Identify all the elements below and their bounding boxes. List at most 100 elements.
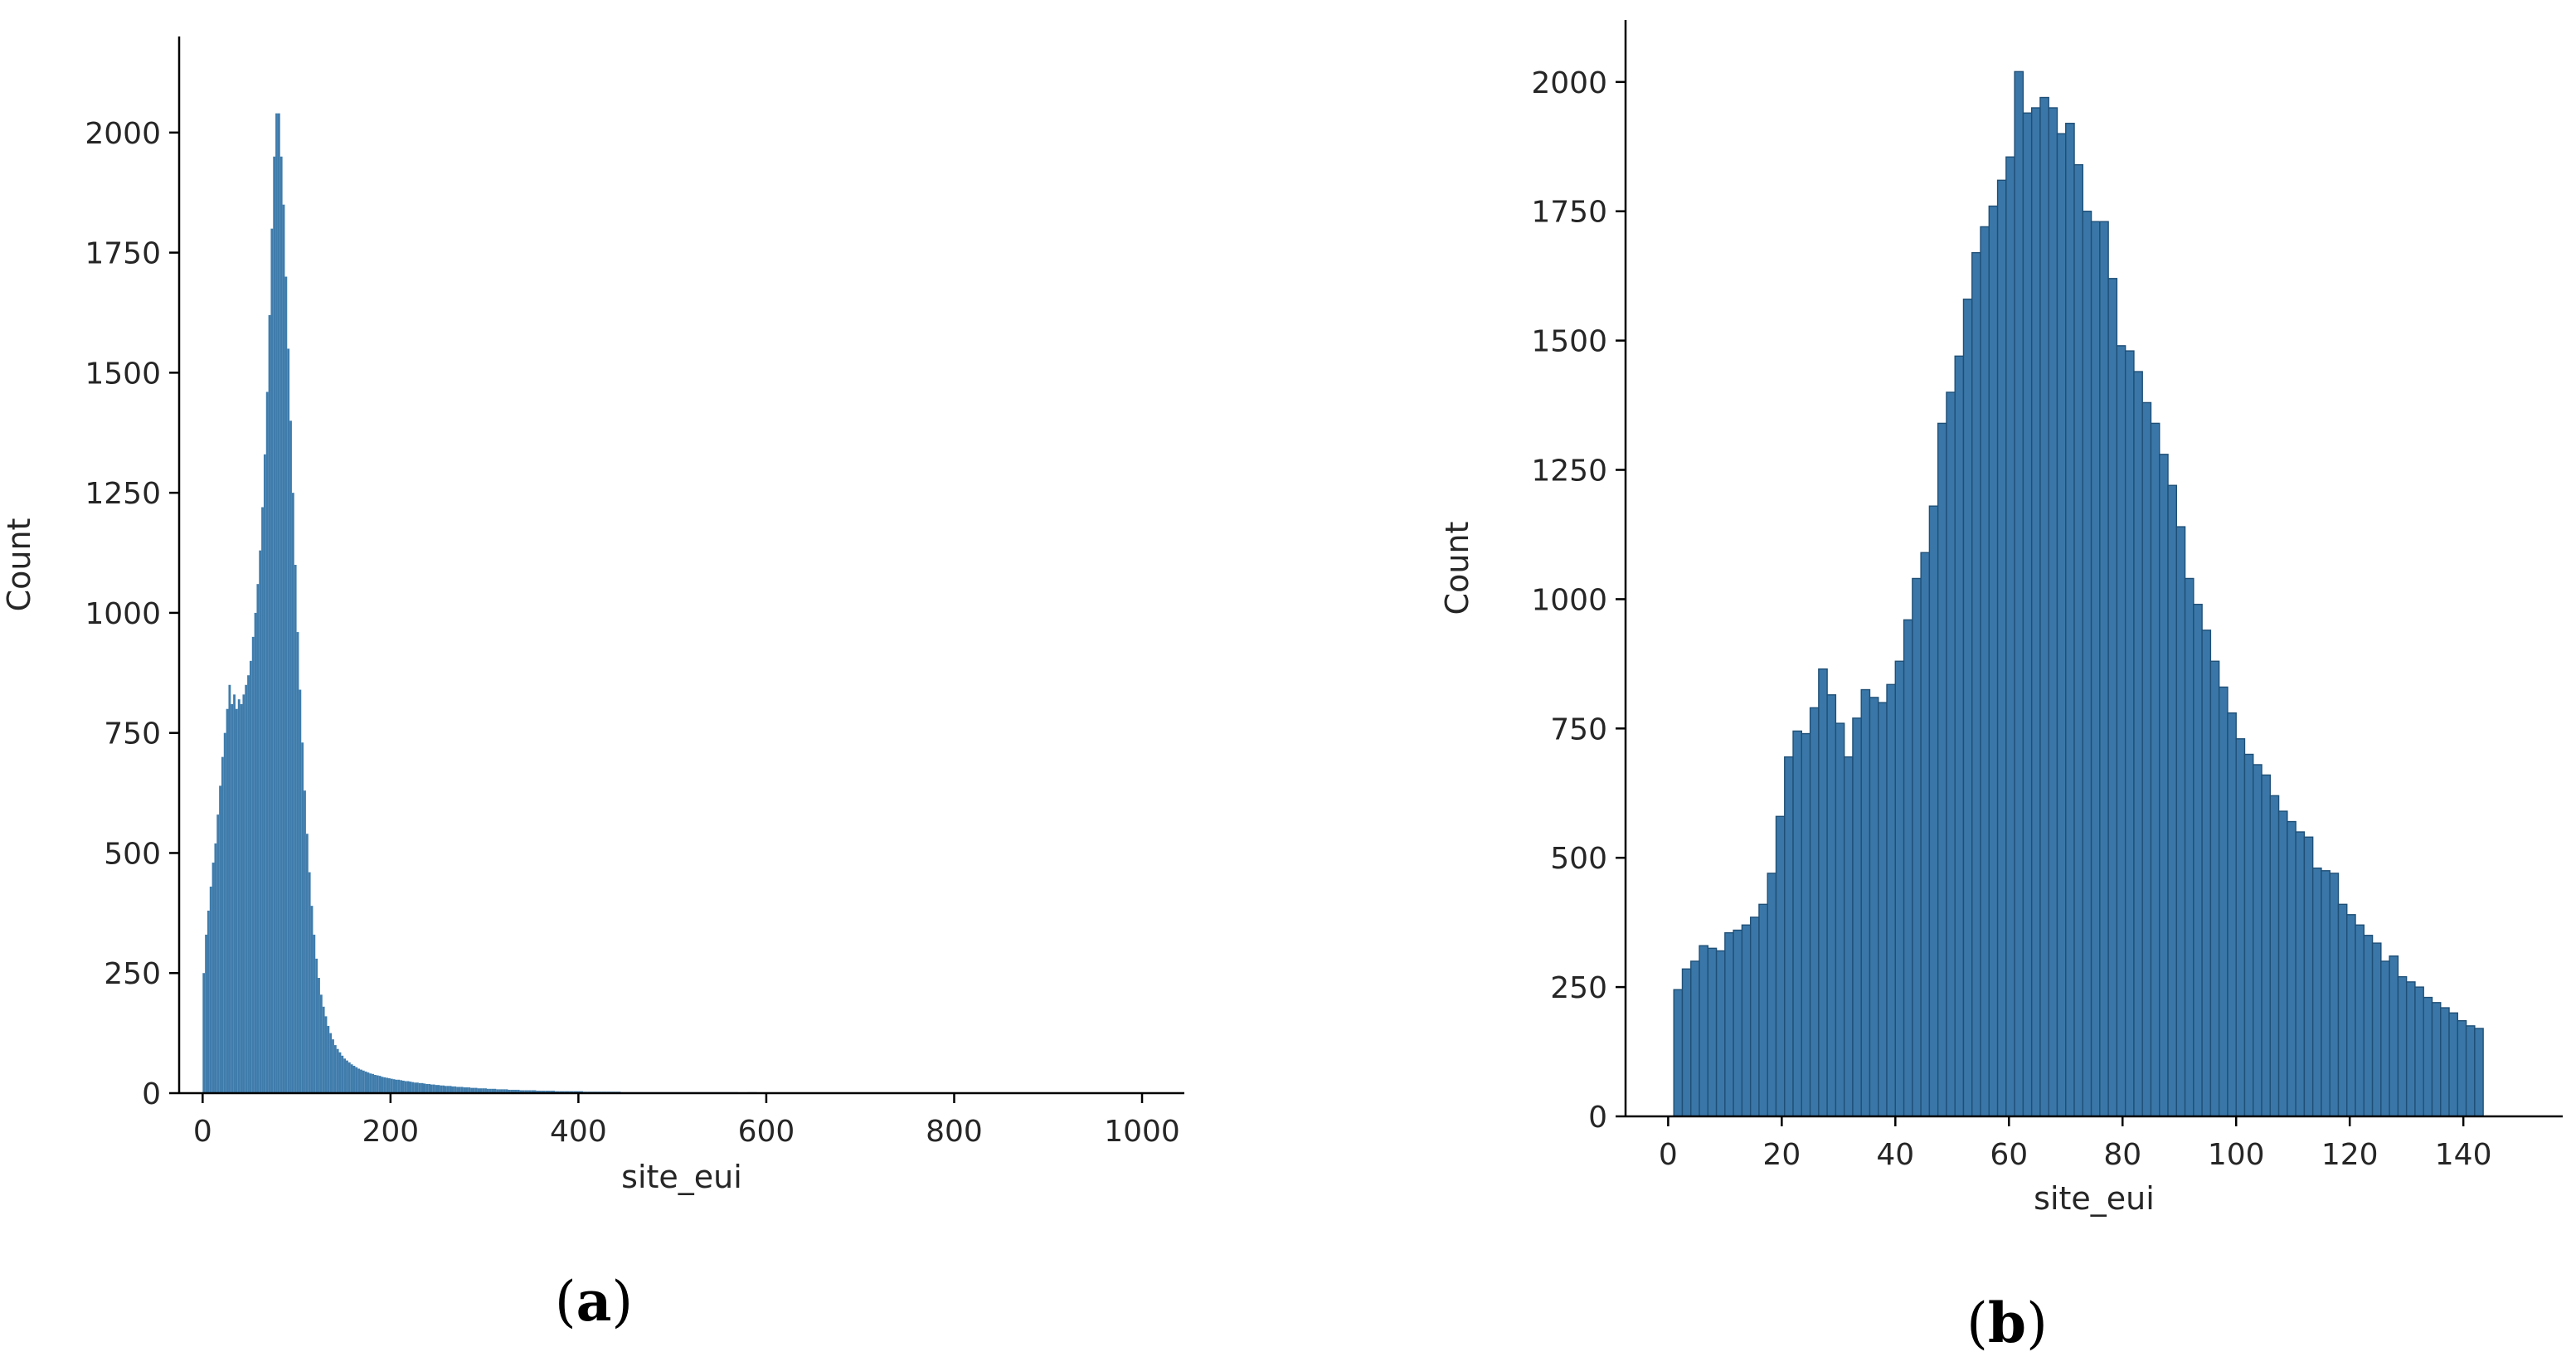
bar [550, 1091, 556, 1093]
bar [416, 1082, 419, 1093]
bar [374, 1074, 377, 1093]
bar [235, 708, 238, 1093]
bar [432, 1084, 435, 1093]
bar [386, 1077, 389, 1093]
bar [2159, 454, 2169, 1117]
bar [1912, 577, 1922, 1117]
bar [305, 834, 309, 1093]
bar [458, 1087, 461, 1093]
bar [479, 1088, 483, 1093]
bar [465, 1087, 469, 1093]
bar [277, 113, 280, 1093]
bar [308, 872, 311, 1093]
bar [428, 1084, 430, 1093]
bar [541, 1091, 546, 1093]
bar [491, 1088, 494, 1093]
chart-panel-a: 0 200 400 600 800 1000 0 250 500 750 1000 1250 1500 1… [1, 36, 1184, 1334]
bar [362, 1070, 365, 1093]
bar [435, 1085, 438, 1093]
bar [484, 1088, 487, 1093]
x-tick-label: 140 [2435, 1138, 2492, 1172]
bar [2277, 810, 2288, 1117]
bar [528, 1090, 532, 1093]
bar [343, 1058, 347, 1093]
bar [2355, 924, 2365, 1117]
bar [400, 1080, 403, 1093]
bar [2124, 350, 2135, 1117]
bar [2107, 278, 2118, 1117]
bar [1792, 730, 1803, 1117]
bar [282, 204, 285, 1094]
bar [418, 1082, 421, 1093]
bar [1690, 960, 1700, 1117]
bar [402, 1080, 405, 1093]
bar [1826, 694, 1837, 1117]
bar [372, 1073, 375, 1093]
bar [2457, 1019, 2467, 1117]
bar [1767, 873, 1777, 1117]
bar [214, 843, 217, 1093]
bar [2014, 70, 2024, 1117]
bar [406, 1081, 410, 1093]
bar [1699, 945, 1709, 1117]
bar [287, 348, 290, 1093]
bar [430, 1084, 433, 1093]
bar [414, 1082, 417, 1093]
bar [1886, 683, 1897, 1117]
bar [233, 694, 236, 1093]
bar [319, 994, 323, 1093]
bar [367, 1072, 370, 1093]
bar [2253, 764, 2263, 1117]
y-tick-label: 2000 [85, 117, 161, 151]
y-tick-label: 250 [1550, 971, 1607, 1005]
bar [2099, 221, 2109, 1117]
bar [310, 906, 313, 1093]
bar [2209, 660, 2220, 1117]
bar [2311, 867, 2322, 1117]
bar [1673, 989, 1684, 1117]
x-tick-label: 80 [2103, 1138, 2141, 1172]
bars-b [1673, 70, 2484, 1117]
bar [249, 660, 252, 1093]
bar [324, 1016, 328, 1093]
x-tick-label: 400 [550, 1115, 607, 1149]
chart-panel-b: 0 20 40 60 80 100 120 140 0 250 500 750 1000 1250 1500… [1439, 20, 2563, 1355]
bar [2082, 211, 2092, 1117]
bar [1724, 931, 1734, 1117]
bar [449, 1086, 452, 1093]
bar [2218, 686, 2228, 1117]
bar [1775, 815, 1786, 1117]
bar [261, 507, 264, 1093]
bar [2030, 107, 2041, 1117]
x-tick-label: 1000 [1104, 1115, 1180, 1149]
bar [488, 1088, 492, 1093]
y-tick-label: 1500 [1531, 325, 1607, 359]
bar [2423, 996, 2433, 1117]
bar [468, 1087, 471, 1093]
bar [329, 1033, 333, 1093]
bar [237, 699, 241, 1093]
bar [376, 1075, 379, 1093]
bar [2303, 836, 2314, 1117]
bar [503, 1089, 506, 1093]
bar [2295, 831, 2306, 1117]
x-tick-label: 100 [2208, 1138, 2265, 1172]
bar [392, 1079, 396, 1093]
bar [513, 1089, 515, 1093]
bar [395, 1079, 398, 1093]
bar [2193, 603, 2203, 1117]
bar [360, 1069, 362, 1093]
bar [216, 814, 220, 1093]
bar [536, 1091, 542, 1093]
y-axis-label-b: Count [1439, 522, 1475, 615]
y-tick-label: 1000 [1531, 583, 1607, 617]
bar [202, 973, 206, 1093]
bar [2141, 401, 2152, 1117]
bar [263, 454, 266, 1093]
y-tick-label: 750 [1550, 712, 1607, 746]
y-axis-label-a: Count [1, 518, 37, 612]
bar [2465, 1025, 2476, 1117]
bar [1809, 707, 1820, 1117]
bar [1715, 950, 1726, 1117]
bar [294, 565, 297, 1093]
